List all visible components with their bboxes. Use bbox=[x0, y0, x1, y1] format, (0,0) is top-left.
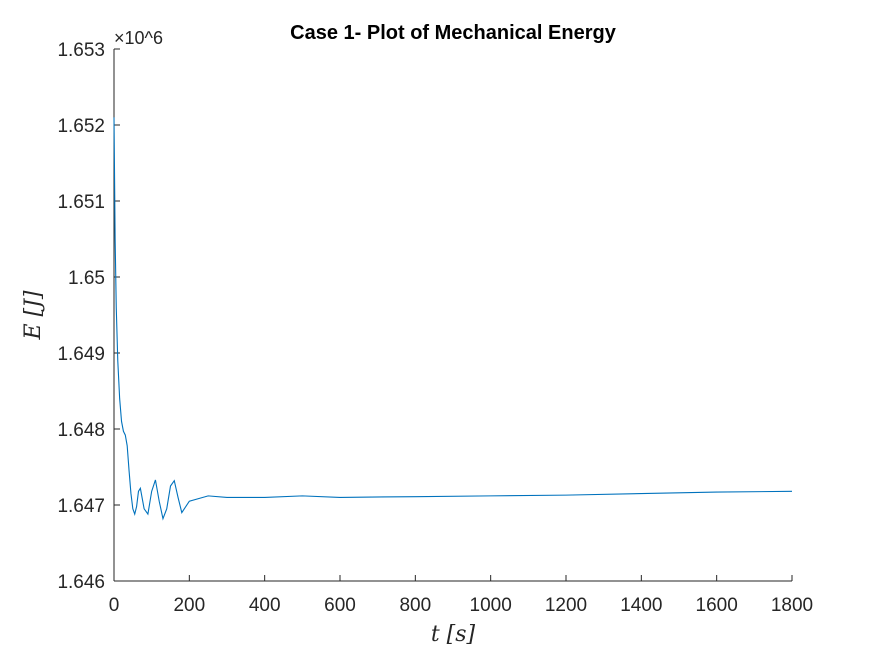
y-axis-label: E [J] bbox=[21, 290, 46, 340]
x-tick-label: 1000 bbox=[470, 595, 512, 616]
energy-line bbox=[113, 117, 793, 521]
y-tick-label: 1.653 bbox=[57, 40, 105, 61]
y-tick-label: 1.652 bbox=[57, 116, 105, 137]
y-tick-label: 1.649 bbox=[57, 344, 105, 365]
x-tick-label: 200 bbox=[173, 595, 205, 616]
x-tick-label: 1800 bbox=[771, 595, 813, 616]
chart-title: Case 1- Plot of Mechanical Energy bbox=[290, 22, 617, 44]
x-tick-label: 400 bbox=[249, 595, 281, 616]
y-tick-label: 1.647 bbox=[57, 496, 105, 517]
x-axis-label: t [s] bbox=[431, 622, 476, 647]
y-tick-label: 1.646 bbox=[57, 572, 105, 593]
x-tick-label: 600 bbox=[324, 595, 356, 616]
x-axis: 0 200 400 600 800 1000 1200 1400 1600 1800 bbox=[109, 575, 813, 616]
y-axis: 1.646 1.647 1.648 1.649 1.65 1.651 1.652 1.653 bbox=[57, 40, 120, 593]
x-tick-label: 800 bbox=[399, 595, 431, 616]
y-tick-label: 1.651 bbox=[57, 192, 105, 213]
plot-background bbox=[114, 49, 792, 581]
y-tick-label: 1.648 bbox=[57, 420, 105, 441]
x-tick-label: 1200 bbox=[545, 595, 587, 616]
x-tick-label: 0 bbox=[109, 595, 120, 616]
y-exponent-label: ×10^6 bbox=[114, 28, 163, 48]
y-tick-label: 1.65 bbox=[68, 268, 105, 289]
x-tick-label: 1400 bbox=[620, 595, 662, 616]
x-tick-label: 1600 bbox=[696, 595, 738, 616]
